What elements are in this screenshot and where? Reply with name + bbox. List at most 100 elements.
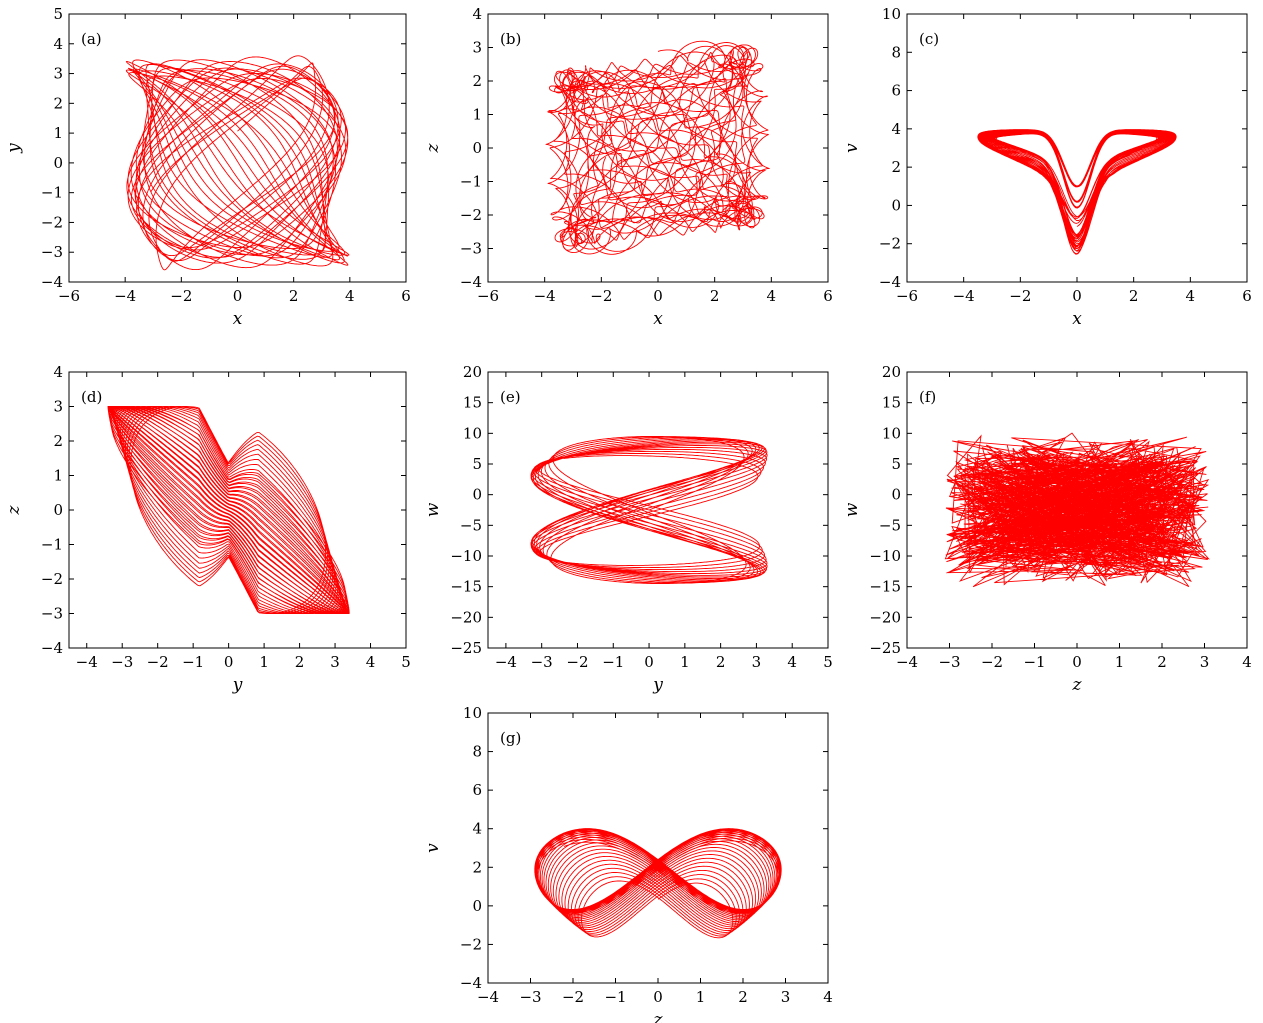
x-axis-label: z [653, 1010, 664, 1023]
y-tick-label: 5 [53, 5, 63, 23]
y-tick-label: 0 [891, 196, 901, 214]
y-tick-label: −5 [460, 516, 482, 534]
trajectory-series [530, 435, 768, 584]
x-axis-label: z [1072, 675, 1083, 695]
y-tick-label: 4 [53, 363, 63, 381]
y-tick-label: 0 [472, 486, 482, 504]
y-tick-label: 3 [53, 65, 63, 83]
y-tick-label: −5 [879, 516, 901, 534]
x-tick-label: 2 [289, 287, 299, 305]
x-tick-label: 3 [1200, 653, 1210, 671]
x-tick-label: −1 [182, 653, 204, 671]
x-tick-label: −6 [896, 287, 918, 305]
y-tick-label: 0 [472, 139, 482, 157]
x-axis-label: y [652, 675, 663, 695]
y-tick-label: −2 [41, 570, 63, 588]
y-tick-label: 15 [882, 394, 901, 412]
y-tick-label: 4 [53, 35, 63, 53]
x-tick-label: 0 [233, 287, 243, 305]
x-tick-label: −4 [76, 653, 98, 671]
panel-label: (d) [81, 388, 102, 406]
y-tick-label: −10 [450, 547, 482, 565]
x-tick-label: −3 [519, 988, 541, 1006]
y-tick-label: 8 [891, 43, 901, 61]
y-tick-label: 6 [472, 781, 482, 799]
x-tick-label: 2 [710, 287, 720, 305]
x-tick-label: 0 [644, 653, 654, 671]
x-tick-label: 0 [653, 287, 663, 305]
x-tick-label: 0 [1072, 287, 1082, 305]
x-axis-label: x [653, 309, 663, 329]
panel-label: (g) [500, 729, 521, 747]
y-tick-label: 3 [472, 39, 482, 57]
y-tick-label: −25 [869, 639, 901, 657]
x-tick-label: −4 [896, 653, 918, 671]
x-tick-label: −1 [604, 988, 626, 1006]
x-tick-label: −4 [953, 287, 975, 305]
y-axis-label: v [842, 143, 862, 153]
x-tick-label: 4 [1186, 287, 1196, 305]
panel-label: (c) [919, 30, 939, 48]
x-tick-label: 2 [1129, 287, 1139, 305]
x-tick-label: 5 [823, 653, 833, 671]
plot-frame [487, 371, 829, 649]
y-axis-label: w [423, 502, 443, 517]
y-tick-label: 2 [472, 858, 482, 876]
y-axis-label: z [423, 142, 443, 153]
x-tick-label: −3 [938, 653, 960, 671]
panel-g: −4 −3 −2 −1 0 1 2 3 4 −4 −2 0 2 4 6 8 10 (g) z v [423, 704, 833, 1023]
panel-d: −4 −3 −2 −1 0 1 2 3 4 5 −4 −3 −2 −1 0 1 2 3 4 (d) y z [4, 363, 411, 695]
panel-label: (a) [81, 30, 102, 48]
y-tick-label: 0 [53, 501, 63, 519]
y-axis-label: v [423, 843, 443, 853]
y-tick-label: −2 [460, 206, 482, 224]
x-tick-label: 2 [295, 653, 305, 671]
x-tick-label: 1 [680, 653, 690, 671]
x-tick-label: −4 [534, 287, 556, 305]
y-tick-label: −25 [450, 639, 482, 657]
y-tick-label: −2 [879, 235, 901, 253]
x-tick-label: −1 [1023, 653, 1045, 671]
y-tick-label: 2 [53, 432, 63, 450]
y-tick-label: 0 [53, 154, 63, 172]
trajectory-series [125, 55, 350, 271]
x-tick-label: −2 [590, 287, 612, 305]
x-tick-label: 5 [401, 653, 411, 671]
x-tick-label: 0 [653, 988, 663, 1006]
x-tick-label: 1 [696, 988, 706, 1006]
y-tick-label: −4 [41, 639, 63, 657]
x-tick-label: −2 [147, 653, 169, 671]
x-tick-label: 3 [781, 988, 791, 1006]
y-tick-label: 2 [472, 72, 482, 90]
y-tick-label: 4 [472, 5, 482, 23]
y-tick-label: 20 [463, 363, 482, 381]
y-axis-label: w [842, 502, 862, 517]
y-tick-label: 1 [53, 124, 63, 142]
x-tick-label: 0 [1072, 653, 1082, 671]
x-tick-label: 2 [716, 653, 726, 671]
x-tick-label: −4 [477, 988, 499, 1006]
y-tick-label: 1 [53, 467, 63, 485]
x-axis-label: y [232, 675, 243, 695]
y-axis-label: y [4, 143, 24, 154]
x-tick-label: 1 [1115, 653, 1125, 671]
x-tick-label: 2 [738, 988, 748, 1006]
y-tick-label: 2 [53, 94, 63, 112]
y-tick-label: 5 [472, 455, 482, 473]
x-tick-label: −4 [114, 287, 136, 305]
y-tick-label: −2 [460, 935, 482, 953]
x-tick-label: 4 [345, 287, 355, 305]
x-tick-label: 6 [823, 287, 833, 305]
x-tick-label: −1 [602, 653, 624, 671]
trajectory-series [944, 432, 1210, 588]
y-tick-label: −15 [869, 578, 901, 596]
x-tick-label: 4 [1242, 653, 1252, 671]
y-axis-label: z [4, 504, 24, 515]
y-tick-label: 10 [882, 5, 901, 23]
x-tick-label: 2 [1157, 653, 1167, 671]
y-tick-label: −20 [450, 608, 482, 626]
x-tick-label: −2 [562, 988, 584, 1006]
